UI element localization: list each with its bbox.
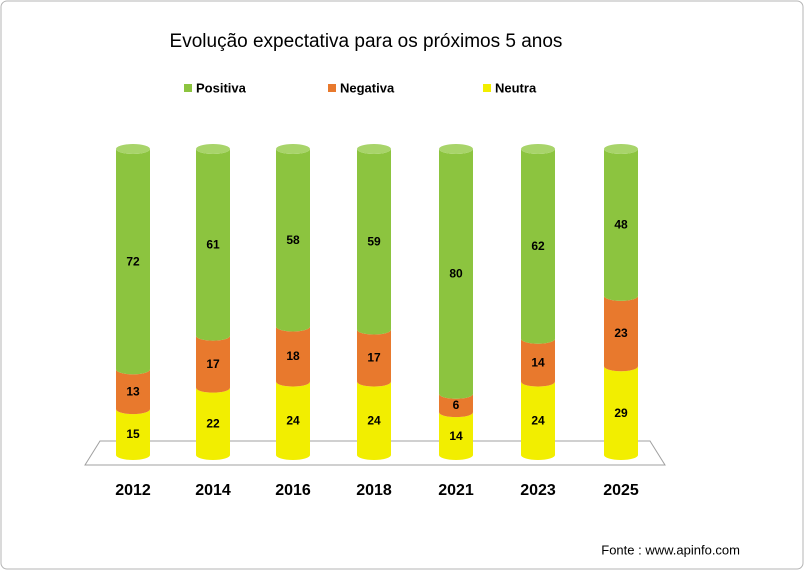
chart-title: Evolução expectativa para os próximos 5 …	[170, 31, 563, 52]
data-label: 24	[531, 413, 545, 427]
bar-segment	[196, 149, 230, 341]
bar-segment	[196, 335, 230, 393]
x-tick-label: 2021	[438, 482, 474, 499]
data-label: 17	[367, 351, 381, 365]
data-label: 24	[367, 413, 381, 427]
bar-segment	[439, 393, 473, 418]
bar-segment	[521, 338, 555, 387]
x-tick-label: 2023	[520, 482, 556, 499]
bar-segment	[276, 149, 310, 332]
data-label: 48	[614, 218, 628, 232]
bar-segment	[276, 381, 310, 460]
legend-label: Positiva	[196, 80, 247, 95]
legend-swatch	[328, 84, 336, 92]
bar-segment	[357, 329, 391, 387]
bar-segment	[116, 369, 150, 415]
bar-segment	[604, 366, 638, 460]
legend-label: Neutra	[495, 80, 537, 95]
cylinder-top	[196, 144, 230, 154]
bar-segment	[521, 149, 555, 344]
data-label: 14	[531, 355, 545, 369]
bar-segment	[604, 149, 638, 301]
data-label: 23	[614, 326, 628, 340]
legend-label: Negativa	[340, 80, 395, 95]
cylinder-top	[521, 144, 555, 154]
cylinder-top	[604, 144, 638, 154]
bar-segment	[276, 326, 310, 387]
legend-swatch	[483, 84, 491, 92]
data-label: 22	[206, 417, 220, 431]
data-label: 62	[531, 239, 545, 253]
data-label: 18	[286, 349, 300, 363]
data-label: 72	[126, 254, 140, 268]
data-label: 61	[206, 238, 220, 252]
x-tick-label: 2014	[195, 482, 231, 499]
bar-segment	[357, 149, 391, 335]
legend-swatch	[184, 84, 192, 92]
bar-segment	[116, 149, 150, 375]
cylinder-top	[116, 144, 150, 154]
data-label: 6	[453, 398, 460, 412]
x-tick-label: 2018	[356, 482, 392, 499]
data-label: 14	[449, 429, 463, 443]
bar-segment	[116, 409, 150, 460]
data-label: 17	[206, 357, 220, 371]
bar-segment	[196, 387, 230, 460]
bar-segment	[357, 381, 391, 460]
data-label: 24	[286, 413, 300, 427]
data-label: 15	[126, 427, 140, 441]
data-label: 80	[449, 267, 463, 281]
data-label: 59	[367, 234, 381, 248]
data-label: 29	[614, 406, 628, 420]
bar-segment	[604, 295, 638, 372]
cylinder-top	[276, 144, 310, 154]
data-label: 13	[126, 384, 140, 398]
bar-segment	[439, 412, 473, 460]
x-tick-label: 2016	[275, 482, 311, 499]
source: Fonte : www.apinfo.com	[601, 542, 740, 557]
data-label: 58	[286, 233, 300, 247]
x-tick-label: 2012	[115, 482, 151, 499]
cylinder-top	[357, 144, 391, 154]
cylinder-top	[439, 144, 473, 154]
bar-segment	[521, 381, 555, 460]
bar-segment	[439, 149, 473, 399]
x-tick-label: 2025	[603, 482, 639, 499]
